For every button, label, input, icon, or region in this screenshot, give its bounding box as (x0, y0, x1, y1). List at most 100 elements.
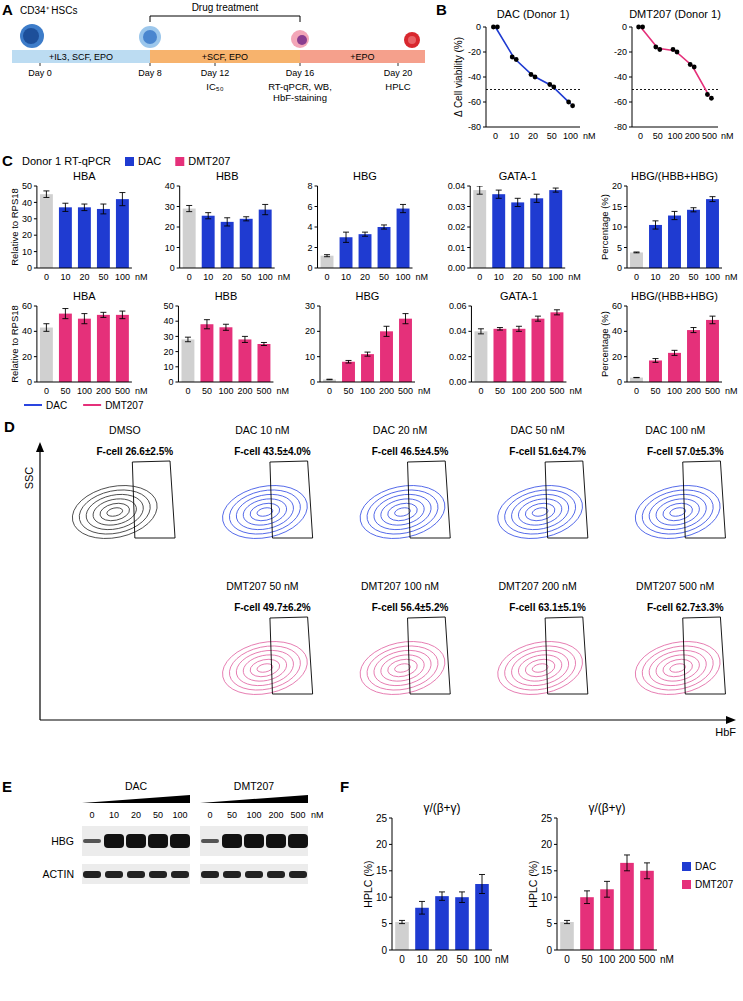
y-tick (554, 897, 557, 898)
gate (132, 461, 175, 538)
y-tick (624, 247, 627, 248)
x-tick-label: 20 (513, 272, 523, 282)
x-tick-label: 0 (185, 386, 190, 396)
replicate-point (514, 57, 519, 62)
x-axis (318, 268, 413, 269)
bar (183, 209, 196, 268)
y-tick (175, 306, 178, 307)
y-tick-label: 10 (165, 243, 175, 253)
band (288, 834, 308, 848)
x-axis (486, 127, 580, 128)
y-tick-label: 20 (376, 839, 388, 850)
contour (630, 634, 725, 702)
error-bar (81, 204, 87, 211)
contour (355, 634, 450, 702)
y-tick (389, 897, 392, 898)
x-tick-label: 100 (667, 131, 682, 141)
x-tick-label: 100 (396, 272, 411, 282)
bar (435, 896, 449, 950)
x-tick-label: 50 (379, 272, 389, 282)
x-tick-label: 20 (360, 272, 370, 282)
x-tick-label: 0 (478, 386, 483, 396)
band (201, 871, 219, 878)
error-bar (204, 320, 210, 329)
bars (560, 855, 654, 950)
y-tick (317, 356, 320, 357)
y-tick-label: -60 (468, 97, 481, 107)
replicate-point (547, 82, 552, 87)
y-tick-label: 20 (165, 222, 175, 232)
y-tick (467, 247, 470, 248)
y-tick (468, 356, 471, 357)
bar (40, 328, 53, 382)
cell-nucleus (23, 28, 39, 44)
x-tick-label: 100 (218, 386, 233, 396)
error-bar (644, 863, 650, 879)
x-tick-label: 0 (44, 386, 49, 396)
contour (661, 657, 694, 679)
x-axis (37, 382, 132, 383)
x-tick-label: 10 (494, 272, 504, 282)
y-tick-label: 0.00 (449, 377, 467, 387)
x-tick-label: 50 (343, 386, 353, 396)
readout-label: HbF-staining (273, 92, 327, 103)
error-bar (496, 190, 502, 198)
contour (669, 662, 686, 673)
bar (493, 329, 506, 382)
bar (492, 194, 505, 268)
band (83, 871, 101, 878)
contour (363, 640, 442, 696)
replicate-point (657, 47, 662, 52)
band (105, 871, 123, 878)
contour (531, 662, 548, 673)
plot-area (486, 25, 580, 109)
x-tick-label: 20 (222, 272, 232, 282)
x-tick-label: 50 (650, 386, 660, 396)
contour (646, 489, 710, 534)
gate (408, 461, 451, 538)
bar (219, 327, 232, 382)
x-tick-label: 50 (495, 386, 505, 396)
x-tick-label: 500 (256, 386, 271, 396)
band (126, 834, 146, 848)
bar (549, 190, 562, 268)
y-tick-label: 0.01 (448, 243, 466, 253)
error-bar (554, 310, 560, 315)
contour (669, 506, 686, 517)
y-tick-label: -80 (614, 122, 627, 132)
contour (500, 484, 579, 540)
panel-title: DAC 50 nM (510, 424, 564, 436)
error-bar (439, 892, 445, 900)
y-tick (315, 227, 318, 228)
y-tick-label: 10 (22, 247, 32, 257)
y-tick (315, 206, 318, 207)
replicate-point (551, 85, 556, 90)
bars (630, 316, 719, 382)
x-tick-label: 50 (241, 272, 251, 282)
bar (649, 225, 662, 268)
contour (233, 645, 297, 690)
axis-title: SSC (23, 467, 35, 490)
y-tick-label: -40 (468, 72, 481, 82)
y-axis (178, 306, 179, 382)
x-tick-label: 500 (115, 386, 130, 396)
y-tick (624, 331, 627, 332)
error-bar (186, 205, 192, 211)
contour (256, 506, 273, 517)
x-tick-label: 100 (511, 386, 526, 396)
replicate-point (671, 47, 676, 52)
panel-letter: E (2, 778, 12, 795)
y-tick (624, 356, 627, 357)
legend-swatch (682, 862, 691, 871)
bar (397, 209, 410, 268)
y-tick (483, 52, 486, 53)
error-bar (634, 377, 640, 378)
x-tick-label: 0 (634, 272, 639, 282)
bar (640, 871, 654, 950)
x-tick-label: 50 (202, 386, 212, 396)
y-tick (467, 206, 470, 207)
legend-label: DMT207 (695, 879, 734, 890)
legend-label: DMT207 (105, 400, 144, 411)
y-tick-label: 10 (376, 892, 388, 903)
y-tick-label: 40 (22, 326, 32, 336)
